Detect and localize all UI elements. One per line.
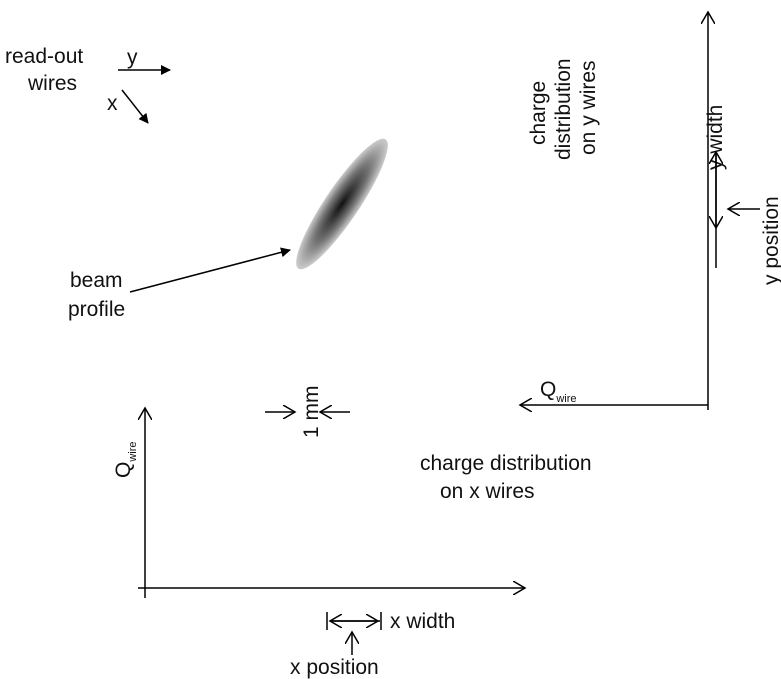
beam-ellipse [296,138,388,270]
label: x [107,92,118,115]
label: x width [390,610,455,633]
axis-label: Q [540,378,556,401]
label: y position [760,196,781,285]
panel-title: on x wires [440,480,535,503]
label: x position [290,656,379,679]
arrow [129,247,291,293]
panel-title: on y wires [577,60,600,155]
label: y [127,46,138,69]
scale-label: 1 mm [300,386,323,439]
label: read-out [5,45,83,68]
panel-title: charge [527,81,550,145]
axis-label: Q [112,462,135,478]
axis-sub: wire [555,393,576,405]
panel-title: distribution [552,58,575,160]
label: profile [68,298,125,321]
axis-label: Qwire [112,441,139,478]
axis-label: Qwire [540,378,577,405]
panel-title: charge distribution [420,452,592,475]
label: beam [70,269,123,292]
axis-sub: wire [127,441,139,462]
label: wires [27,72,77,95]
arrow [121,89,149,124]
